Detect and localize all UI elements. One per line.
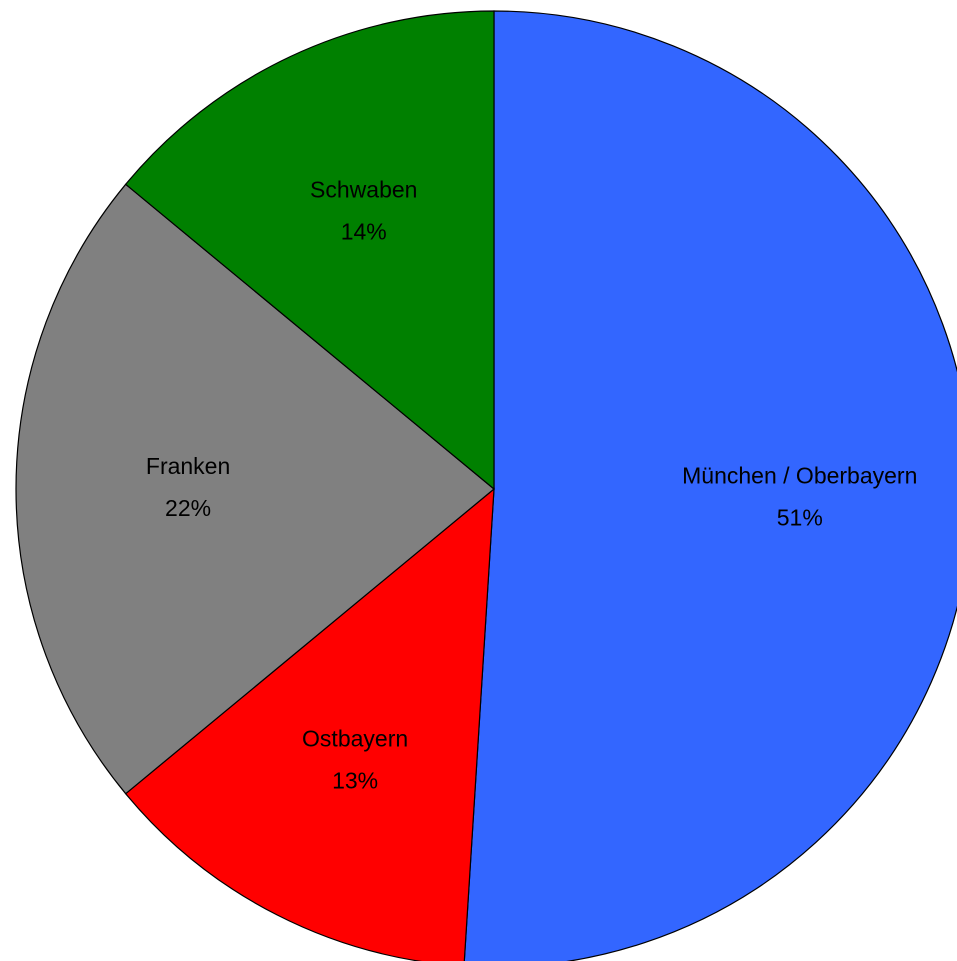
slice-value-label: 22% [165,495,211,521]
slice-value-label: 14% [341,218,387,244]
slice-value-label: 13% [332,768,378,794]
slice-label: Ostbayern [302,726,408,752]
slice-label: Schwaben [310,176,417,202]
slice-label: Franken [146,453,230,479]
pie-slice [463,10,957,961]
slice-value-label: 51% [777,505,823,531]
pie-slice [15,183,495,795]
pie-slice [124,487,495,961]
pie-slice [124,10,495,491]
slice-label: München / Oberbayern [682,463,917,489]
